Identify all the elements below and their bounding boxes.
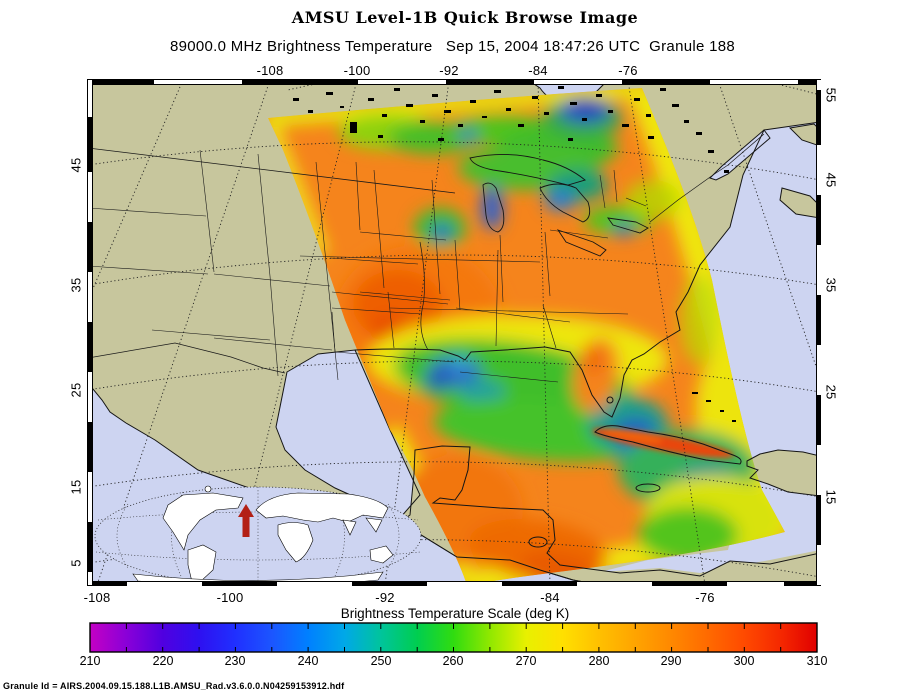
lat-tick-left: 45 <box>68 157 84 173</box>
lon-tick-bottom: -76 <box>695 590 715 605</box>
colorbar-tick-label: 310 <box>806 654 828 668</box>
frame-left <box>88 80 93 585</box>
lon-tick-bottom: -100 <box>216 590 244 605</box>
frame-top <box>88 80 820 85</box>
small-lakes <box>293 86 736 422</box>
colorbar-tick-label: 210 <box>79 654 101 668</box>
colorbar <box>89 622 818 658</box>
lat-tick-left: 35 <box>68 277 84 293</box>
colorbar-title: Brightness Temperature Scale (deg K) <box>340 606 570 621</box>
lat-tick-right: 35 <box>823 277 839 293</box>
lat-tick-right: 45 <box>823 172 839 188</box>
colorbar-tick-label: 270 <box>515 654 537 668</box>
coastlines-base <box>87 79 821 586</box>
lat-tick-right: 55 <box>823 87 839 103</box>
colorbar-tick-label: 260 <box>442 654 464 668</box>
page-subtitle: 89000.0 MHz Brightness Temperature Sep 1… <box>169 38 736 55</box>
colorbar-ticks-marks <box>125 623 782 652</box>
colorbar-tick-label: 280 <box>588 654 610 668</box>
lat-tick-left: 15 <box>68 479 84 495</box>
state-borders <box>87 149 647 383</box>
frame-right <box>816 80 821 585</box>
frame-bottom <box>88 581 820 586</box>
lon-tick-top: -108 <box>256 63 284 78</box>
colorbar-tick-label: 300 <box>733 654 755 668</box>
lat-tick-right: 15 <box>823 489 839 505</box>
coastlines-over-swath <box>354 129 821 586</box>
lon-tick-top: -100 <box>343 63 371 78</box>
page-title: AMSU Level-1B Quick Browse Image <box>291 8 639 27</box>
lat-tick-right: 25 <box>823 384 839 400</box>
lon-tick-top: -76 <box>618 63 638 78</box>
granule-location-arrow-icon <box>238 504 254 537</box>
map-canvas <box>87 58 821 587</box>
lon-tick-top: -84 <box>528 63 548 78</box>
lon-tick-top: -92 <box>439 63 459 78</box>
lon-tick-bottom: -92 <box>375 590 395 605</box>
world-locator-inset <box>94 485 422 587</box>
lat-tick-left: 25 <box>68 382 84 398</box>
colorbar-tick-label: 290 <box>660 654 682 668</box>
lon-tick-bottom: -108 <box>83 590 111 605</box>
colorbar-tick-label: 240 <box>297 654 319 668</box>
lon-tick-bottom: -84 <box>540 590 560 605</box>
granule-id-footer: Granule Id = AIRS.2004.09.15.188.L1B.AMS… <box>3 681 345 691</box>
national-borders <box>87 133 765 374</box>
colorbar-tick-label: 250 <box>370 654 392 668</box>
map-plot <box>87 58 821 587</box>
colorbar-tick-label: 230 <box>224 654 246 668</box>
lat-tick-left: 5 <box>68 559 84 567</box>
colorbar-tick-label: 220 <box>152 654 174 668</box>
